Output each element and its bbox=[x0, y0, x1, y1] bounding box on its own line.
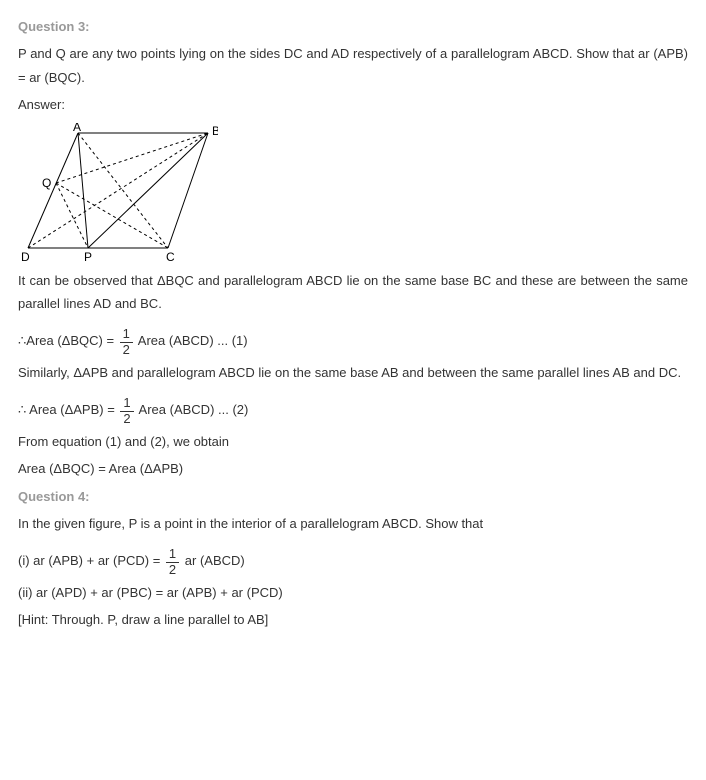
equation-2: ∴ Area (ΔAPB) = 12 Area (ABCD) ... (2) bbox=[18, 396, 688, 426]
svg-text:C: C bbox=[166, 250, 175, 263]
fraction-half-1: 12 bbox=[120, 327, 133, 357]
eq1-post: Area (ABCD) ... (1) bbox=[135, 334, 248, 349]
question-4-heading: Question 4: bbox=[18, 485, 688, 508]
eq1-pre: ∴Area (ΔBQC) = bbox=[18, 334, 118, 349]
fraction-half-3: 12 bbox=[166, 547, 179, 577]
eq2-pre: ∴ Area (ΔAPB) = bbox=[18, 403, 118, 418]
answer-label: Answer: bbox=[18, 93, 688, 116]
q4-part-i-post: ar (ABCD) bbox=[181, 554, 245, 569]
solution-line-4: Area (ΔBQC) = Area (ΔAPB) bbox=[18, 457, 688, 480]
equation-1: ∴Area (ΔBQC) = 12 Area (ABCD) ... (1) bbox=[18, 327, 688, 357]
svg-text:Q: Q bbox=[42, 176, 51, 190]
question-3-text: P and Q are any two points lying on the … bbox=[18, 42, 688, 89]
svg-text:D: D bbox=[21, 250, 30, 263]
solution-line-2: Similarly, ΔAPB and parallelogram ABCD l… bbox=[18, 361, 688, 384]
question-4-text: In the given figure, P is a point in the… bbox=[18, 512, 688, 535]
solution-line-3: From equation (1) and (2), we obtain bbox=[18, 430, 688, 453]
svg-text:A: A bbox=[73, 123, 81, 134]
fraction-half-2: 12 bbox=[120, 396, 133, 426]
q4-part-i: (i) ar (APB) + ar (PCD) = 12 ar (ABCD) bbox=[18, 547, 688, 577]
q4-hint: [Hint: Through. P, draw a line parallel … bbox=[18, 608, 688, 631]
eq2-post: Area (ABCD) ... (2) bbox=[136, 403, 249, 418]
solution-line-1: It can be observed that ΔBQC and paralle… bbox=[18, 269, 688, 316]
svg-text:B: B bbox=[212, 124, 218, 138]
question-3-heading: Question 3: bbox=[18, 15, 688, 38]
q4-part-i-pre: (i) ar (APB) + ar (PCD) = bbox=[18, 554, 164, 569]
q4-part-ii: (ii) ar (APD) + ar (PBC) = ar (APB) + ar… bbox=[18, 581, 688, 604]
parallelogram-diagram: A B C D Q P bbox=[18, 123, 218, 263]
svg-text:P: P bbox=[84, 250, 92, 263]
